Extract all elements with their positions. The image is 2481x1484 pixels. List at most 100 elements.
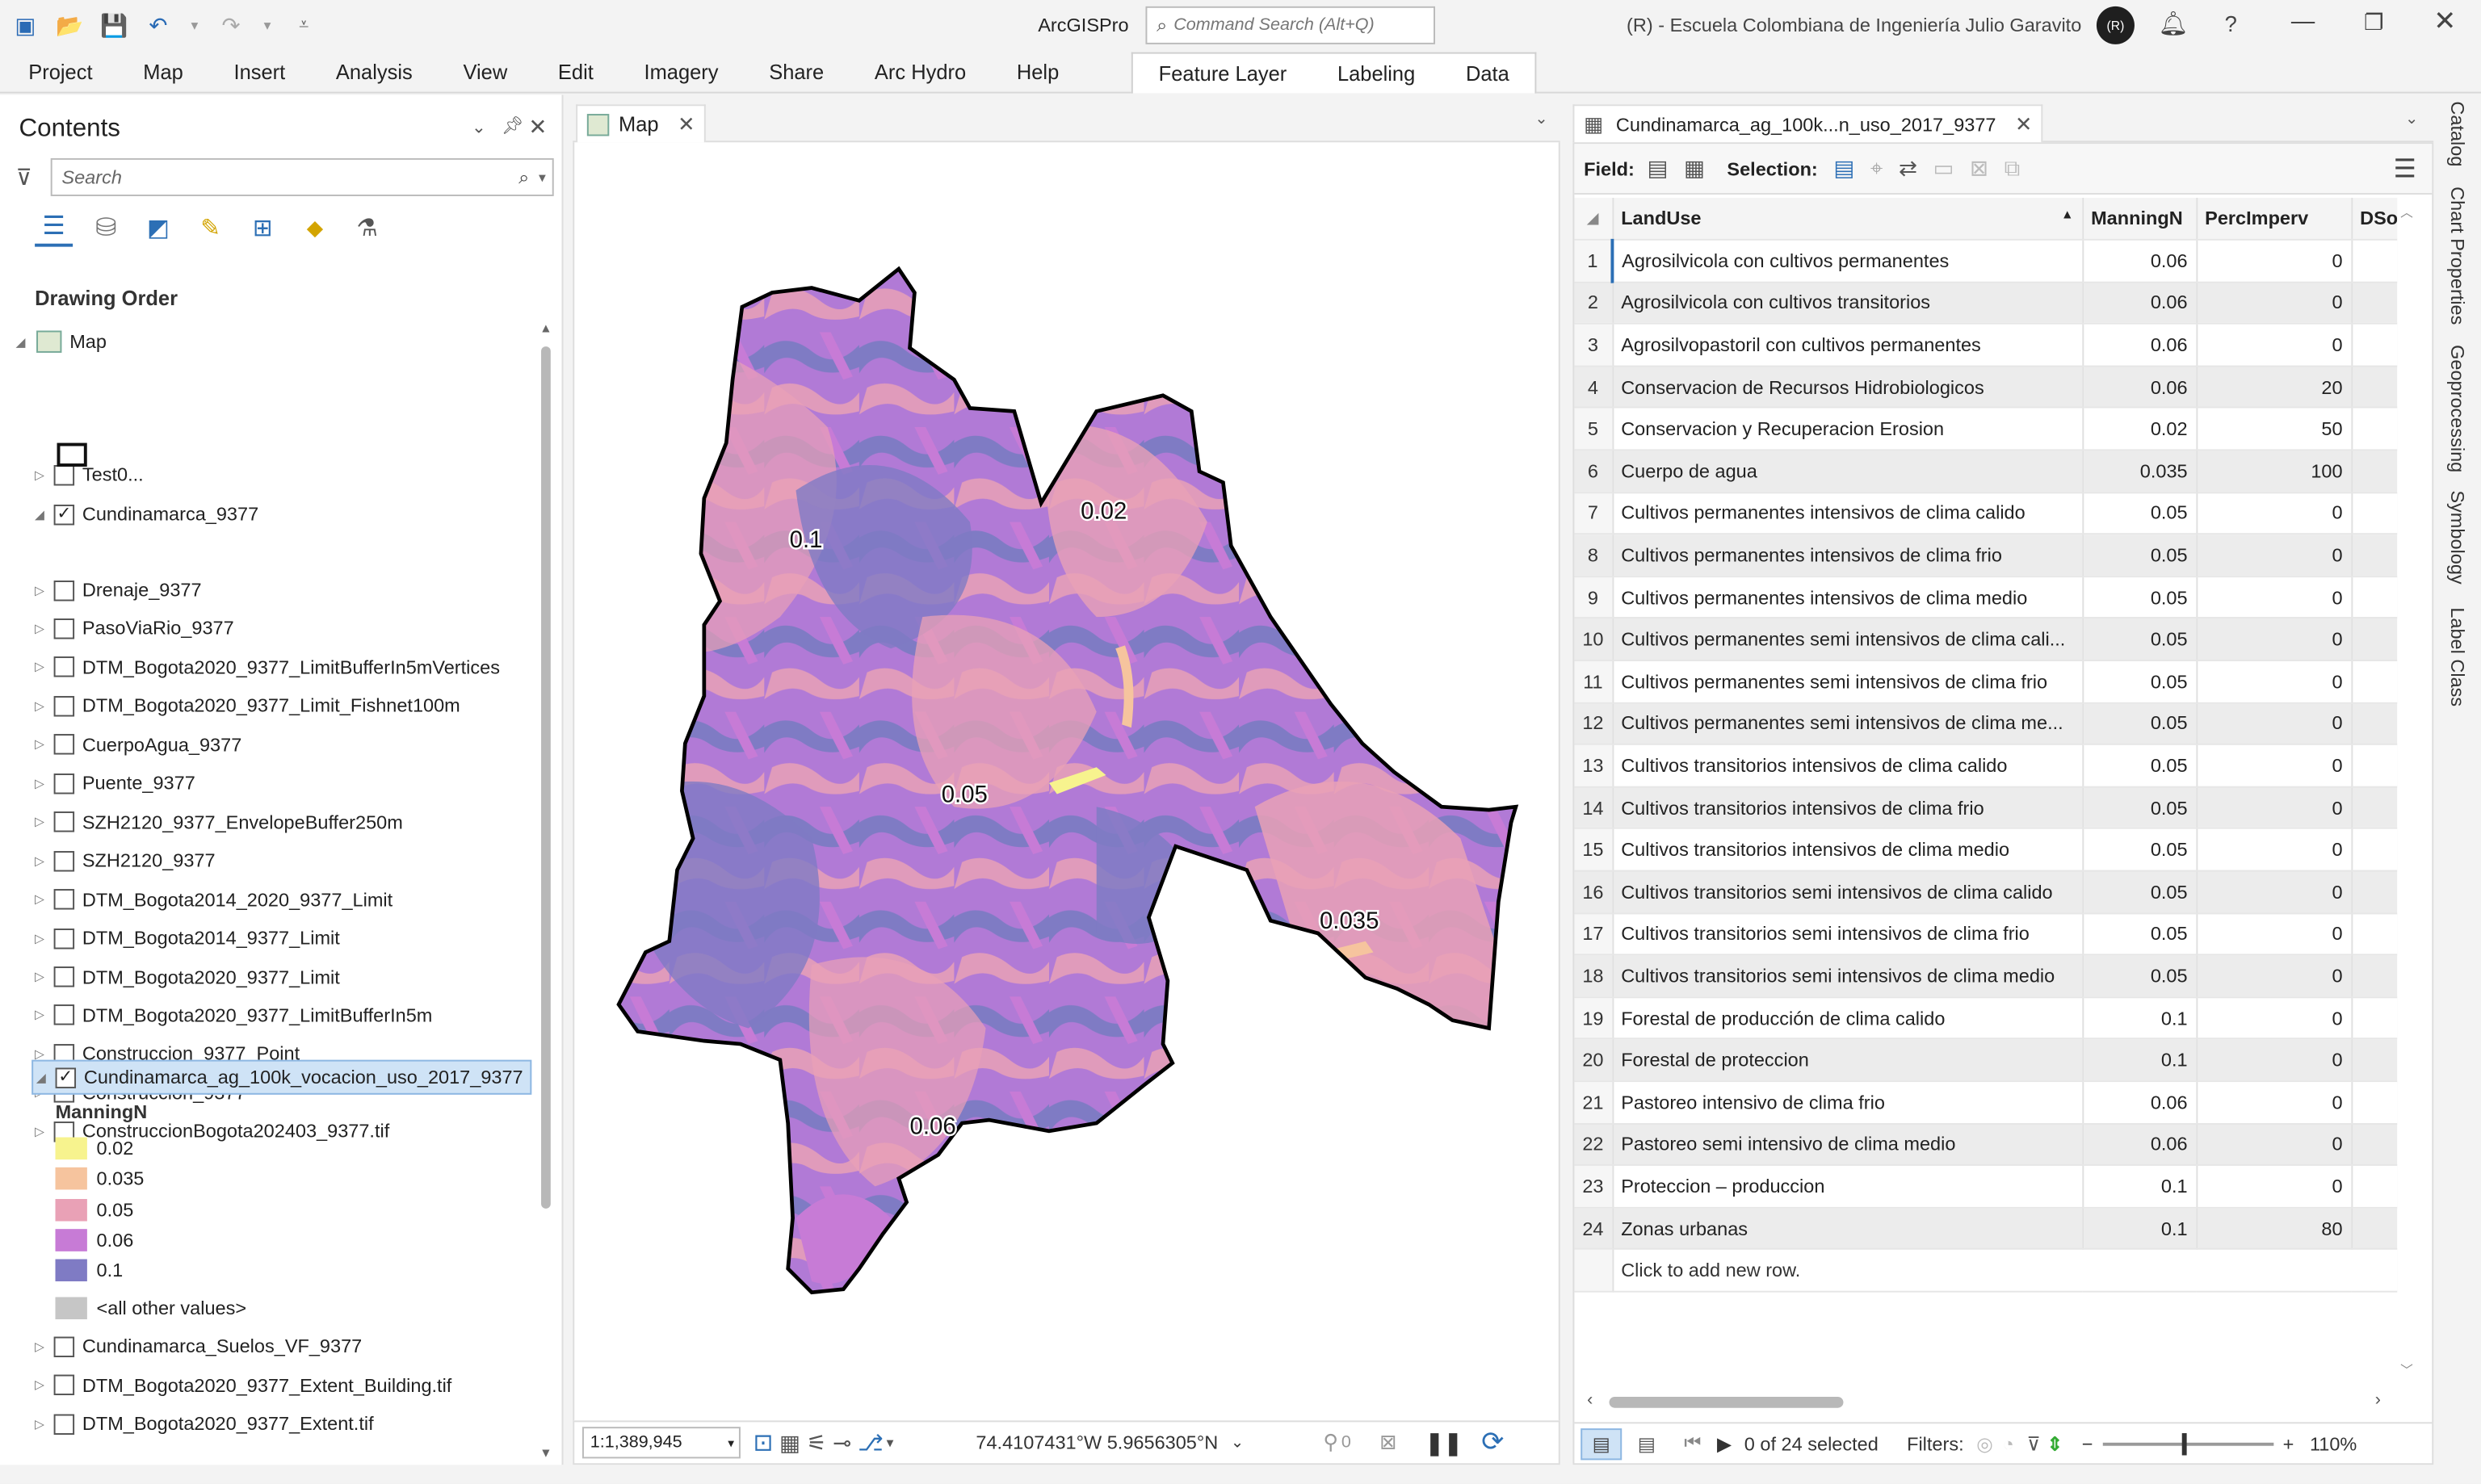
clear-selection-icon[interactable]: ▭ xyxy=(1933,155,1954,181)
constraints-icon[interactable]: ⊸ xyxy=(833,1429,852,1455)
cell-dso[interactable] xyxy=(2351,282,2398,325)
map-canvas[interactable]: 0.1 0.02 0.05 0.035 0.06 xyxy=(573,142,1562,1421)
side-tab-chart-properties[interactable]: Chart Properties xyxy=(2445,187,2469,325)
scroll-down-icon[interactable]: ﹀ xyxy=(2400,1363,2413,1378)
pane-options-icon[interactable]: ⌄ xyxy=(471,118,486,138)
copy-selected-icon[interactable]: ⧉ xyxy=(2004,155,2021,181)
table-row[interactable]: 16 Cultivos transitorios semi intensivos … xyxy=(1574,870,2398,914)
scroll-up-icon[interactable]: ︿ xyxy=(2400,205,2413,220)
column-header-dso[interactable]: DSo xyxy=(2351,197,2398,241)
collapse-triangle-icon[interactable]: ◢ xyxy=(15,334,26,350)
delete-selected-icon[interactable]: ⊠ xyxy=(1970,155,1989,181)
list-by-perspective-icon[interactable]: ⚗ xyxy=(356,215,378,242)
expand-triangle-icon[interactable]: ▷ xyxy=(34,931,45,945)
layer-row[interactable]: ▷ DTM_Bogota2020_9377_LimitBufferIn5mVert… xyxy=(31,650,500,685)
zoom-in-icon[interactable]: + xyxy=(2282,1432,2294,1455)
table-row[interactable]: 14 Cultivos transitorios intensivos de cl… xyxy=(1574,786,2398,830)
legend-swatch[interactable] xyxy=(55,1259,87,1282)
cell-percimperv[interactable]: 0 xyxy=(2196,576,2353,619)
table-row[interactable]: 24 Zonas urbanas 0.1 80 xyxy=(1574,1207,2398,1251)
pause-drawing-icon[interactable]: ❚❚ xyxy=(1425,1429,1463,1455)
side-tab-catalog[interactable]: Catalog xyxy=(2445,101,2469,167)
cell-landuse[interactable]: Pastoreo intensivo de clima frio xyxy=(1612,1081,2084,1125)
cell-percimperv[interactable]: 0 xyxy=(2196,870,2353,914)
cell-manningn[interactable]: 0.05 xyxy=(2082,954,2198,998)
cundinamarca-map[interactable]: 0.1 0.02 0.05 0.035 0.06 xyxy=(574,142,1562,1420)
expand-triangle-icon[interactable]: ▷ xyxy=(34,621,45,636)
cell-dso[interactable] xyxy=(2351,786,2398,830)
notifications-bell-icon[interactable]: 🔔︎ xyxy=(2158,10,2189,39)
row-number[interactable]: 7 xyxy=(1574,492,1614,535)
cell-landuse[interactable]: Cultivos transitorios intensivos de clim… xyxy=(1612,828,2084,872)
tab-labeling[interactable]: Labeling xyxy=(1337,61,1416,85)
chevron-down-icon[interactable]: ▾ xyxy=(539,168,546,185)
expand-triangle-icon[interactable]: ▷ xyxy=(34,776,45,791)
expand-triangle-icon[interactable]: ▷ xyxy=(34,1339,45,1354)
layer-visibility-checkbox[interactable] xyxy=(53,695,75,717)
expand-triangle-icon[interactable]: ▷ xyxy=(34,1046,45,1062)
layer-row[interactable]: ▷ CuerpoAgua_9377 xyxy=(31,727,241,762)
scrollbar-thumb[interactable] xyxy=(1609,1396,1844,1408)
layer-visibility-checkbox[interactable] xyxy=(53,464,75,485)
table-row[interactable]: 18 Cultivos transitorios semi intensivos … xyxy=(1574,954,2398,998)
cell-landuse[interactable]: Cultivos permanentes intensivos de clima… xyxy=(1612,534,2084,577)
list-by-labeling-icon[interactable]: ⬥ xyxy=(306,214,324,241)
list-by-drawing-order-icon[interactable]: ☰ xyxy=(35,209,73,247)
cell-percimperv[interactable]: 0 xyxy=(2196,324,2353,367)
layer-visibility-checkbox[interactable] xyxy=(53,618,75,639)
expand-triangle-icon[interactable]: ▷ xyxy=(34,1377,45,1393)
expand-triangle-icon[interactable]: ▷ xyxy=(34,969,45,984)
show-selected-records-icon[interactable]: ▤ xyxy=(1637,1432,1656,1455)
row-number[interactable]: 9 xyxy=(1574,576,1614,619)
legend-item[interactable]: 0.035 xyxy=(55,1162,144,1197)
cell-dso[interactable] xyxy=(2351,744,2398,788)
expand-triangle-icon[interactable]: ▷ xyxy=(34,737,45,752)
cell-manningn[interactable]: 0.05 xyxy=(2082,828,2198,872)
pin-icon[interactable]: 📌︎ xyxy=(502,116,524,136)
scale-selector[interactable]: 1:1,389,945 ▾ xyxy=(581,1427,741,1459)
undo-icon[interactable]: ↶ xyxy=(149,11,168,38)
map-node[interactable]: ◢ Map xyxy=(13,325,107,359)
close-pane-icon[interactable]: ✕ xyxy=(528,114,548,140)
legend-swatch[interactable] xyxy=(55,1198,87,1221)
layer-visibility-checkbox[interactable] xyxy=(53,1374,75,1396)
cell-dso[interactable] xyxy=(2351,870,2398,914)
cell-dso[interactable] xyxy=(2351,240,2398,283)
undo-dropdown-icon[interactable]: ▾ xyxy=(191,16,199,33)
expand-triangle-icon[interactable]: ▷ xyxy=(34,467,45,482)
first-record-icon[interactable]: ⏮ xyxy=(1684,1432,1702,1454)
table-row[interactable]: 12 Cultivos permanentes semi intensivos d… xyxy=(1574,702,2398,746)
cell-percimperv[interactable]: 0 xyxy=(2196,954,2353,998)
tab-map-view[interactable]: Map ✕ xyxy=(576,104,707,143)
cell-manningn[interactable]: 0.1 xyxy=(2082,1165,2198,1209)
layer-row[interactable]: ▷ DTM_Bogota2020_9377_Extent_Building.tif xyxy=(31,1368,451,1402)
cell-dso[interactable] xyxy=(2351,1123,2398,1167)
calculate-field-icon[interactable]: ▦ xyxy=(1684,155,1705,181)
cell-landuse[interactable]: Conservacion de Recursos Hidrobiologicos xyxy=(1612,366,2084,409)
layer-visibility-checkbox[interactable] xyxy=(53,811,75,832)
cell-percimperv[interactable]: 0 xyxy=(2196,744,2353,788)
side-tab-label-class[interactable]: Label Class xyxy=(2445,607,2469,707)
cell-landuse[interactable]: Cultivos permanentes semi intensivos de … xyxy=(1612,702,2084,746)
expand-triangle-icon[interactable]: ▷ xyxy=(34,698,45,714)
cell-dso[interactable] xyxy=(2351,1165,2398,1209)
tab-map[interactable]: Map xyxy=(143,60,183,84)
chevron-down-icon[interactable]: ⌄ xyxy=(1230,1434,1245,1452)
expand-triangle-icon[interactable]: ▷ xyxy=(34,1008,45,1023)
table-menu-icon[interactable]: ☰ xyxy=(2393,155,2416,183)
chevron-down-icon[interactable]: ▾ xyxy=(886,1434,894,1450)
row-number[interactable]: 4 xyxy=(1574,366,1614,409)
contents-search-input[interactable]: Search ⌕ ▾ xyxy=(50,157,554,196)
chevron-down-icon[interactable]: ⌄ xyxy=(1534,111,1548,128)
layer-row[interactable]: ▷ DTM_Bogota2020_9377_LimitBufferIn5m xyxy=(31,998,432,1033)
table-row[interactable]: 11 Cultivos permanentes semi intensivos d… xyxy=(1574,660,2398,704)
grid-icon[interactable]: ▦ xyxy=(779,1429,800,1455)
slider-thumb[interactable] xyxy=(2181,1432,2187,1455)
cell-percimperv[interactable]: 0 xyxy=(2196,996,2353,1040)
customize-toolbar-icon[interactable]: ⩡ xyxy=(299,15,309,35)
side-tab-symbology[interactable]: Symbology xyxy=(2445,490,2469,585)
add-new-row[interactable]: Click to add new row. xyxy=(1612,1249,2398,1293)
layer-row[interactable]: ▷ ConstruccionBogota202403_9377.tif xyxy=(31,1114,389,1149)
expand-triangle-icon[interactable]: ◢ xyxy=(34,506,45,522)
cell-dso[interactable] xyxy=(2351,1207,2398,1251)
